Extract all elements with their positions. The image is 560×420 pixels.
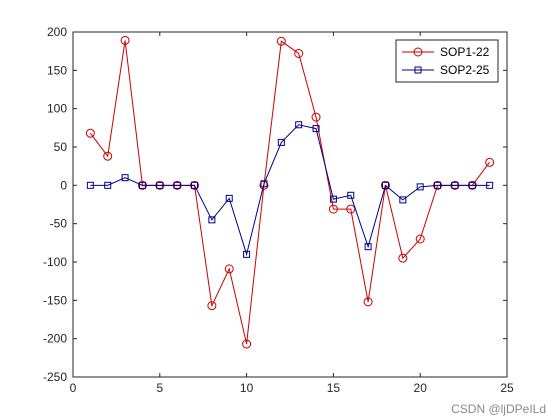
- data-point: [486, 181, 494, 189]
- y-tick-label: -150: [43, 293, 67, 307]
- data-point: [260, 180, 268, 188]
- plot-frame: [72, 31, 508, 378]
- data-point: [138, 181, 146, 189]
- data-point: [173, 181, 181, 189]
- data-point: [191, 181, 199, 189]
- legend-marker: [413, 47, 423, 57]
- data-point: [328, 204, 338, 214]
- data-point: [294, 48, 304, 58]
- y-tick-label: -250: [43, 370, 67, 384]
- y-tick-label: -200: [43, 332, 67, 346]
- data-point: [415, 234, 425, 244]
- legend-marker: [414, 66, 422, 74]
- data-point: [276, 36, 286, 46]
- data-point: [259, 180, 269, 190]
- x-tick-label: 15: [327, 381, 341, 395]
- data-point: [85, 128, 95, 138]
- y-tick-label: -100: [43, 255, 67, 269]
- legend: SOP1-22 SOP2-25: [395, 39, 499, 83]
- data-point: [208, 216, 216, 224]
- data-point: [207, 301, 217, 311]
- series-layer: [85, 35, 495, 349]
- legend-label: SOP1-22: [440, 45, 490, 59]
- x-tick-label: 10: [240, 381, 254, 395]
- data-point: [451, 181, 459, 189]
- y-tick-label: 50: [54, 140, 68, 154]
- data-point: [312, 125, 320, 133]
- data-point: [381, 181, 389, 189]
- data-point: [277, 138, 285, 146]
- series-sop2-25: [86, 121, 494, 258]
- ticks-layer: 0 5 10 15 20 25 -250 -200 -150 -100 -50 0 50 100 150 20…: [43, 25, 514, 395]
- y-tick-label: 150: [47, 63, 67, 77]
- y-tick-label: 100: [47, 102, 67, 116]
- y-tick-label: 200: [47, 25, 67, 39]
- data-point: [103, 151, 113, 161]
- data-point: [121, 174, 129, 182]
- watermark-text: CSDN @ljDPeILd: [451, 402, 546, 416]
- y-tick-label: 0: [60, 178, 67, 192]
- data-point: [295, 121, 303, 129]
- data-point: [104, 181, 112, 189]
- data-point: [329, 195, 337, 203]
- data-point: [311, 112, 321, 122]
- data-point: [242, 339, 252, 349]
- data-point: [364, 243, 372, 251]
- data-point: [416, 183, 424, 191]
- data-point: [156, 181, 164, 189]
- x-tick-label: 25: [500, 381, 514, 395]
- data-point: [224, 264, 234, 274]
- legend-box: [395, 39, 499, 83]
- data-point: [346, 204, 356, 214]
- data-point: [399, 196, 407, 204]
- legend-label: SOP2-25: [440, 63, 490, 77]
- data-point: [347, 191, 355, 199]
- y-tick-label: -50: [50, 217, 68, 231]
- plot-area: [73, 32, 507, 377]
- data-point: [434, 181, 442, 189]
- x-tick-label: 0: [70, 381, 77, 395]
- data-point: [86, 181, 94, 189]
- data-point: [398, 253, 408, 263]
- data-point: [243, 250, 251, 258]
- x-tick-label: 5: [156, 381, 163, 395]
- data-point: [120, 35, 130, 45]
- data-point: [225, 194, 233, 202]
- data-point: [380, 180, 390, 190]
- data-point: [468, 181, 476, 189]
- data-point: [363, 297, 373, 307]
- data-point: [485, 157, 495, 167]
- x-tick-label: 20: [414, 381, 428, 395]
